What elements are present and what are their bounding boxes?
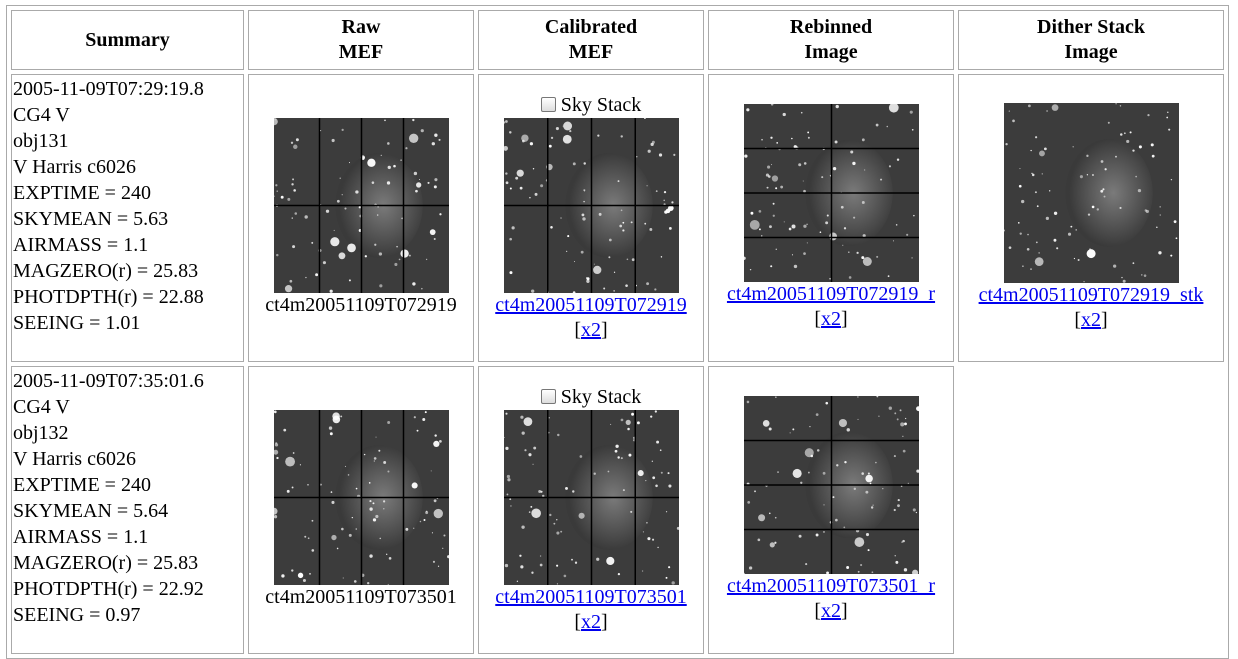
rebinned-cell: ct4m20051109T073501_r [x2] <box>708 366 954 654</box>
summary-line: CG4 V <box>13 396 70 418</box>
image-thumbnail <box>274 410 449 585</box>
dither-cell: ct4m20051109T072919_stk [x2] <box>958 74 1224 362</box>
column-header: Calibrated MEF <box>478 10 704 70</box>
summary-line: CG4 V <box>13 104 70 126</box>
bracket: ] <box>1101 309 1108 331</box>
file-name: ct4m20051109T072919 <box>265 294 456 316</box>
zoom-link[interactable]: x2 <box>821 600 841 622</box>
header-text: MEF <box>339 41 383 63</box>
summary-line: EXPTIME = 240 <box>13 474 151 496</box>
image-thumbnail <box>744 104 919 282</box>
zoom-link[interactable]: x2 <box>581 319 601 341</box>
image-thumbnail <box>744 396 919 574</box>
bracket: [ <box>574 611 581 633</box>
sky-stack-checkbox[interactable]: Sky Stack <box>541 94 642 116</box>
summary-line: PHOTDPTH(r) = 22.92 <box>13 578 204 600</box>
summary-line: AIRMASS = 1.1 <box>13 526 148 548</box>
image-thumbnail <box>274 118 449 293</box>
summary-line: AIRMASS = 1.1 <box>13 234 148 256</box>
column-header: Summary <box>11 10 244 70</box>
zoom-link[interactable]: x2 <box>581 611 601 633</box>
rebinned-cell: ct4m20051109T072919_r [x2] <box>708 74 954 362</box>
raw-cell: ct4m20051109T073501 <box>248 366 474 654</box>
summary-line: SEEING = 1.01 <box>13 312 140 334</box>
bracket: [ <box>814 308 821 330</box>
dither-cell <box>958 366 1224 654</box>
header-text: MEF <box>569 41 613 63</box>
header-text: Image <box>804 41 857 63</box>
file-name: ct4m20051109T073501 <box>265 586 456 608</box>
zoom-link[interactable]: x2 <box>1081 309 1101 331</box>
file-link[interactable]: ct4m20051109T073501_r <box>727 575 935 597</box>
observation-row: 2005-11-09T07:35:01.6 CG4 V obj132 V Harris… <box>11 366 1224 654</box>
header-text: Image <box>1064 41 1117 63</box>
header-text: Rebinned <box>790 16 872 38</box>
file-link[interactable]: ct4m20051109T072919_stk <box>979 284 1204 306</box>
image-thumbnail <box>504 118 679 293</box>
bracket: [ <box>574 319 581 341</box>
file-link[interactable]: ct4m20051109T072919_r <box>727 283 935 305</box>
summary-cell: 2005-11-09T07:35:01.6 CG4 V obj132 V Harris… <box>11 366 244 654</box>
calibrated-cell: Sky Stack ct4m20051109T072919 [x2] <box>478 74 704 362</box>
column-header: Rebinned Image <box>708 10 954 70</box>
summary-line: MAGZERO(r) = 25.83 <box>13 260 198 282</box>
bracket: [ <box>1074 309 1081 331</box>
observation-row: 2005-11-09T07:29:19.8 CG4 V obj131 V Harris… <box>11 74 1224 362</box>
bracket: ] <box>601 611 608 633</box>
image-thumbnail <box>1004 103 1179 283</box>
summary-line: EXPTIME = 240 <box>13 182 151 204</box>
summary-line: PHOTDPTH(r) = 22.88 <box>13 286 204 308</box>
header-text: Summary <box>85 29 169 51</box>
summary-line: V Harris c6026 <box>13 448 136 470</box>
calibrated-cell: Sky Stack ct4m20051109T073501 [x2] <box>478 366 704 654</box>
summary-line: 2005-11-09T07:29:19.8 <box>13 78 204 100</box>
header-text: Calibrated <box>545 16 637 38</box>
summary-line: obj132 <box>13 422 69 444</box>
summary-cell: 2005-11-09T07:29:19.8 CG4 V obj131 V Harris… <box>11 74 244 362</box>
sky-stack-checkbox[interactable]: Sky Stack <box>541 386 642 408</box>
checkbox[interactable] <box>541 97 556 112</box>
summary-line: 2005-11-09T07:35:01.6 <box>13 370 204 392</box>
header-text: Dither Stack <box>1037 16 1145 38</box>
bracket: ] <box>601 319 608 341</box>
raw-cell: ct4m20051109T072919 <box>248 74 474 362</box>
column-header: Dither Stack Image <box>958 10 1224 70</box>
summary-line: V Harris c6026 <box>13 156 136 178</box>
bracket: [ <box>814 600 821 622</box>
summary-line: SKYMEAN = 5.64 <box>13 500 168 522</box>
column-header: Raw MEF <box>248 10 474 70</box>
checkbox-label: Sky Stack <box>561 386 642 408</box>
summary-line: obj131 <box>13 130 69 152</box>
bracket: ] <box>841 600 848 622</box>
file-link[interactable]: ct4m20051109T072919 <box>495 294 686 316</box>
image-thumbnail <box>504 410 679 585</box>
checkbox-label: Sky Stack <box>561 94 642 116</box>
checkbox[interactable] <box>541 389 556 404</box>
summary-line: SEEING = 0.97 <box>13 604 140 626</box>
summary-line: MAGZERO(r) = 25.83 <box>13 552 198 574</box>
file-link[interactable]: ct4m20051109T073501 <box>495 586 686 608</box>
bracket: ] <box>841 308 848 330</box>
header-text: Raw <box>342 16 381 38</box>
page: SummaryRawMEFCalibratedMEFRebinnedImageD… <box>0 0 1238 655</box>
zoom-link[interactable]: x2 <box>821 308 841 330</box>
summary-line: SKYMEAN = 5.63 <box>13 208 168 230</box>
